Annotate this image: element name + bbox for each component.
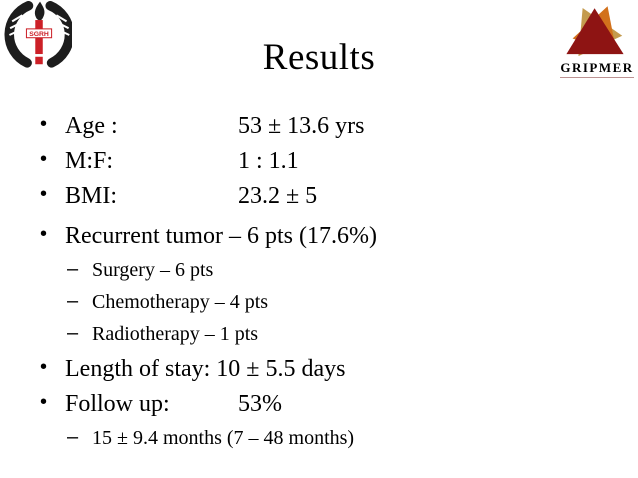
list-item-length-of-stay: • Length of stay: 10 ± 5.5 days: [0, 352, 638, 387]
item-text: Length of stay: 10 ± 5.5 days: [65, 356, 346, 382]
page-title: Results: [262, 37, 376, 78]
bullet-icon: •: [40, 183, 48, 205]
list-item-recurrent-tumor: • Recurrent tumor – 6 pts (17.6%): [0, 219, 638, 254]
list-subitem-surgery: – Surgery – 6 pts: [0, 254, 638, 286]
list-item-age: • Age : 53 ± 13.6 yrs: [0, 109, 638, 144]
list-subitem-follow-up-months: – 15 ± 9.4 months (7 – 48 months): [0, 422, 638, 454]
bullet-icon: •: [40, 223, 48, 245]
item-label: Follow up:: [65, 391, 170, 417]
gripmer-star-icon: [566, 6, 624, 57]
sgrh-flame-icon: [34, 1, 45, 21]
list-item-bmi: • BMI: 23.2 ± 5: [0, 179, 638, 214]
item-text: Radiotherapy – 1 pts: [92, 323, 259, 345]
item-label: M:F:: [65, 148, 114, 174]
dash-icon: –: [67, 322, 79, 344]
item-value: 53 ± 13.6 yrs: [238, 113, 365, 139]
gripmer-name-text: GRIPMER: [560, 60, 634, 75]
bullet-icon: •: [40, 113, 48, 135]
sgrh-logo: SGRH: [4, 1, 72, 68]
bullet-icon: •: [40, 356, 48, 378]
list-item-follow-up: • Follow up: 53%: [0, 387, 638, 422]
item-text: Recurrent tumor – 6 pts (17.6%): [65, 223, 377, 249]
item-text: Chemotherapy – 4 pts: [92, 291, 269, 313]
sgrh-torch-lower: [35, 37, 43, 55]
sgrh-left-hand: [4, 1, 34, 68]
sgrh-torch-base: [35, 56, 43, 65]
gripmer-logo: GRIPMER: [556, 1, 638, 78]
item-label: BMI:: [65, 183, 118, 209]
item-text: 15 ± 9.4 months (7 – 48 months): [92, 427, 355, 449]
bullet-list: • Age : 53 ± 13.6 yrs • M:F: 1 : 1.1 • B…: [0, 109, 638, 454]
dash-icon: –: [67, 258, 79, 280]
dash-icon: –: [67, 290, 79, 312]
list-subitem-radiotherapy: – Radiotherapy – 1 pts: [0, 318, 638, 350]
dash-icon: –: [67, 426, 79, 448]
gripmer-maroon-triangle: [566, 8, 624, 55]
list-subitem-chemotherapy: – Chemotherapy – 4 pts: [0, 286, 638, 318]
item-value: 1 : 1.1: [238, 148, 299, 174]
item-text: Surgery – 6 pts: [92, 259, 214, 281]
list-item-mf: • M:F: 1 : 1.1: [0, 144, 638, 179]
item-label: Age :: [65, 113, 118, 139]
sgrh-right-hand: [45, 1, 72, 68]
sgrh-torch-upper: [35, 20, 43, 29]
sgrh-abbr-text: SGRH: [29, 31, 49, 38]
item-value: 23.2 ± 5: [238, 183, 318, 209]
item-value: 53%: [238, 391, 282, 417]
bullet-icon: •: [40, 148, 48, 170]
sgrh-finger-stripes: [9, 14, 70, 36]
bullet-icon: •: [40, 391, 48, 413]
gripmer-underline: [560, 77, 634, 78]
